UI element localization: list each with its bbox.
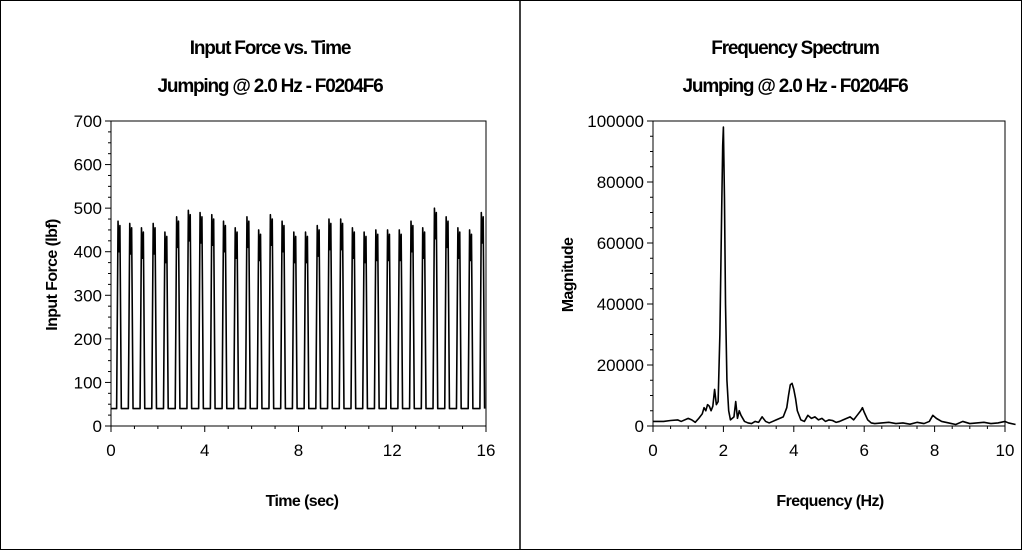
x-tick-label: 8: [294, 441, 303, 460]
x-tick-label: 0: [106, 441, 115, 460]
y-axis-label: Magnitude: [560, 237, 577, 312]
chart-title: Frequency Spectrum: [711, 38, 879, 59]
x-tick-label: 8: [930, 441, 939, 460]
x-tick-label: 4: [200, 441, 209, 460]
tick-labels: 0 2 4 6 8 10 0 20000 40000 60000 80000 100000: [587, 112, 1014, 460]
y-tick-label: 20000: [597, 356, 644, 375]
chart-frequency-spectrum: Frequency Spectrum Jumping @ 2.0 Hz - F0…: [560, 38, 1016, 510]
x-axis-label: Time (sec): [266, 493, 339, 510]
y-tick-label: 200: [74, 330, 102, 349]
series-line: [111, 207, 486, 410]
series-group: [111, 207, 486, 410]
y-tick-label: 40000: [597, 295, 644, 314]
x-axis-label: Frequency (Hz): [776, 493, 883, 510]
y-tick-label: 300: [74, 286, 102, 305]
y-axis-label: Input Force (lbf): [44, 219, 61, 331]
x-tick-label: 10: [996, 441, 1015, 460]
axis-ticks: [105, 120, 487, 432]
series-line: [653, 126, 1016, 426]
x-tick-label: 4: [789, 441, 798, 460]
y-tick-label: 500: [74, 199, 102, 218]
y-tick-label: 80000: [597, 173, 644, 192]
series-group: [653, 126, 1016, 426]
x-tick-label: 2: [719, 441, 728, 460]
axis-ticks: [647, 120, 1006, 432]
y-tick-label: 700: [74, 112, 102, 131]
y-tick-label: 100000: [587, 112, 644, 131]
x-tick-label: 16: [477, 441, 496, 460]
tick-labels: 0 4 8 12 16 0 100 200 300 400 500 600 700: [74, 112, 496, 460]
y-tick-label: 600: [74, 156, 102, 175]
y-tick-label: 100: [74, 373, 102, 392]
y-tick-label: 60000: [597, 234, 644, 253]
x-tick-label: 6: [859, 441, 868, 460]
y-tick-label: 0: [635, 417, 644, 436]
y-tick-label: 0: [93, 417, 102, 436]
plot-area: [110, 120, 487, 427]
x-tick-label: 0: [648, 441, 657, 460]
y-tick-label: 400: [74, 243, 102, 262]
chart-subtitle: Jumping @ 2.0 Hz - F0204F6: [158, 76, 384, 97]
plot-area: [652, 120, 1006, 427]
chart-title: Input Force vs. Time: [190, 38, 351, 59]
chart-input-force: Input Force vs. Time Jumping @ 2.0 Hz - …: [44, 38, 495, 510]
x-tick-label: 12: [383, 441, 402, 460]
chart-subtitle: Jumping @ 2.0 Hz - F0204F6: [683, 76, 909, 97]
